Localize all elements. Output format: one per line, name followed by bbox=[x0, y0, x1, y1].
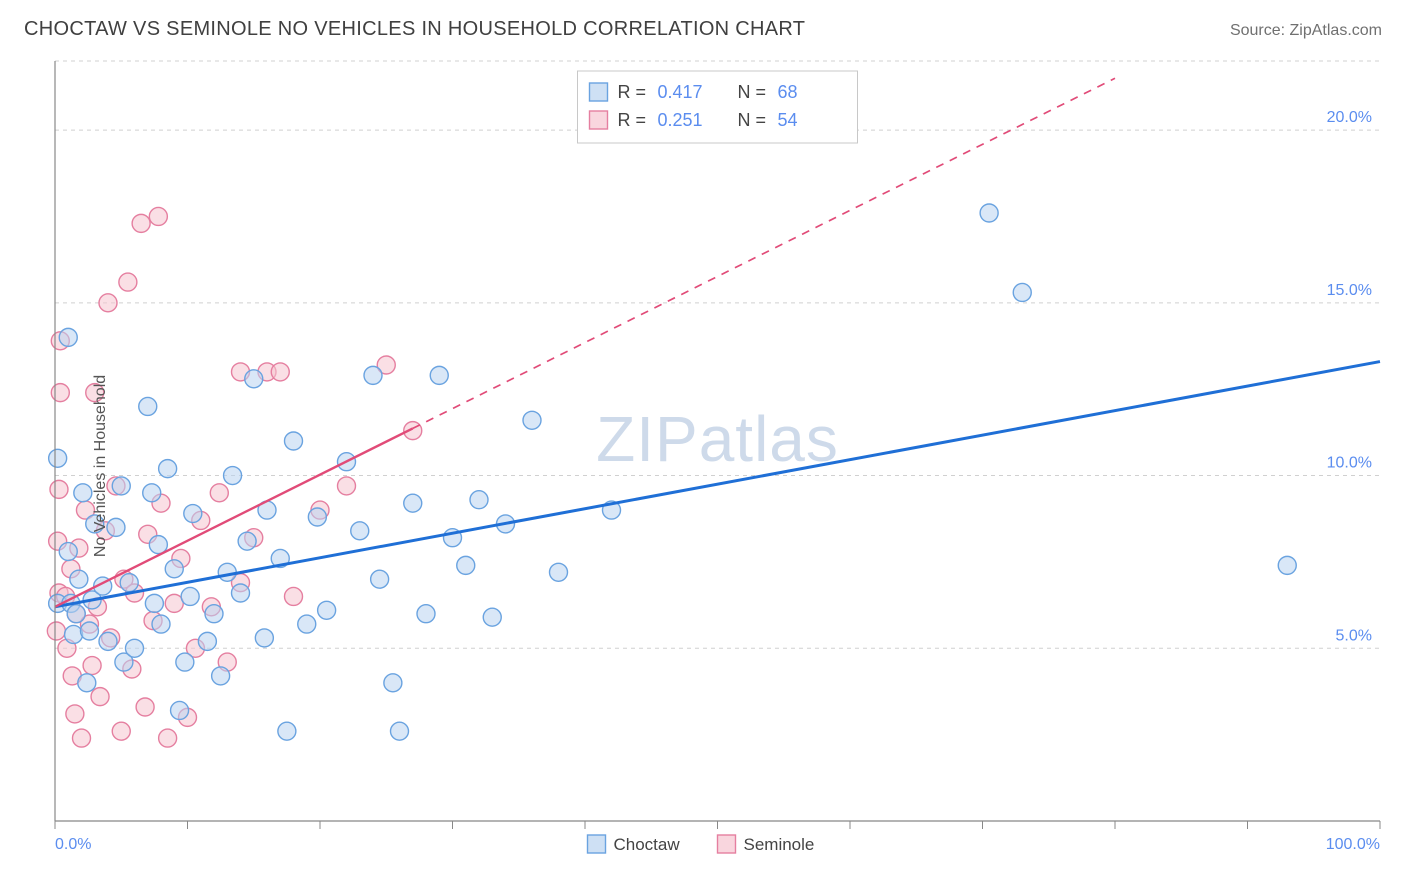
data-point bbox=[51, 384, 69, 402]
data-point bbox=[417, 605, 435, 623]
data-point bbox=[384, 674, 402, 692]
data-point bbox=[112, 477, 130, 495]
data-point bbox=[523, 411, 541, 429]
data-point bbox=[1013, 283, 1031, 301]
data-point bbox=[78, 674, 96, 692]
legend-n-value: 68 bbox=[778, 82, 798, 102]
data-point bbox=[298, 615, 316, 633]
bottom-legend-swatch bbox=[588, 835, 606, 853]
data-point bbox=[91, 688, 109, 706]
data-point bbox=[364, 366, 382, 384]
chart-title: CHOCTAW VS SEMINOLE NO VEHICLES IN HOUSE… bbox=[24, 18, 805, 41]
data-point bbox=[136, 698, 154, 716]
data-point bbox=[245, 370, 263, 388]
data-point bbox=[980, 204, 998, 222]
data-point bbox=[285, 432, 303, 450]
legend-n-value: 54 bbox=[778, 110, 798, 130]
data-point bbox=[404, 494, 422, 512]
data-point bbox=[67, 605, 85, 623]
data-point bbox=[165, 560, 183, 578]
data-point bbox=[338, 477, 356, 495]
y-tick-label: 15.0% bbox=[1327, 282, 1372, 299]
data-point bbox=[550, 563, 568, 581]
data-point bbox=[238, 532, 256, 550]
data-point bbox=[143, 484, 161, 502]
data-point bbox=[1278, 556, 1296, 574]
data-point bbox=[66, 705, 84, 723]
data-point bbox=[74, 484, 92, 502]
data-point bbox=[80, 622, 98, 640]
legend-n-label: N = bbox=[738, 82, 767, 102]
x-tick-label: 0.0% bbox=[55, 836, 91, 853]
chart-source: Source: ZipAtlas.com bbox=[1230, 22, 1382, 40]
data-point bbox=[159, 729, 177, 747]
data-point bbox=[83, 657, 101, 675]
legend-r-label: R = bbox=[618, 110, 647, 130]
legend-r-label: R = bbox=[618, 82, 647, 102]
data-point bbox=[212, 667, 230, 685]
data-point bbox=[47, 622, 65, 640]
data-point bbox=[112, 722, 130, 740]
data-point bbox=[145, 594, 163, 612]
data-point bbox=[210, 484, 228, 502]
data-point bbox=[255, 629, 273, 647]
data-point bbox=[70, 570, 88, 588]
data-point bbox=[59, 328, 77, 346]
data-point bbox=[149, 207, 167, 225]
data-point bbox=[371, 570, 389, 588]
legend-swatch bbox=[590, 111, 608, 129]
data-point bbox=[483, 608, 501, 626]
data-point bbox=[171, 701, 189, 719]
data-point bbox=[198, 632, 216, 650]
data-point bbox=[224, 467, 242, 485]
data-point bbox=[65, 625, 83, 643]
data-point bbox=[139, 397, 157, 415]
data-point bbox=[205, 605, 223, 623]
data-point bbox=[49, 449, 67, 467]
data-point bbox=[278, 722, 296, 740]
bottom-legend-swatch bbox=[718, 835, 736, 853]
y-tick-label: 5.0% bbox=[1336, 627, 1372, 644]
data-point bbox=[120, 574, 138, 592]
data-point bbox=[391, 722, 409, 740]
data-point bbox=[271, 363, 289, 381]
chart-container: No Vehicles in Household 5.0% 10.0% 15.0% 2… bbox=[0, 51, 1406, 881]
data-point bbox=[126, 639, 144, 657]
data-point bbox=[59, 543, 77, 561]
y-axis-label: No Vehicles in Household bbox=[92, 375, 110, 557]
data-point bbox=[73, 729, 91, 747]
data-point bbox=[351, 522, 369, 540]
y-tick-label: 10.0% bbox=[1327, 455, 1372, 472]
data-point bbox=[318, 601, 336, 619]
trend-line bbox=[55, 362, 1380, 607]
data-point bbox=[181, 587, 199, 605]
data-point bbox=[50, 480, 68, 498]
legend-n-label: N = bbox=[738, 110, 767, 130]
data-point bbox=[99, 294, 117, 312]
data-point bbox=[159, 460, 177, 478]
data-point bbox=[152, 615, 170, 633]
data-point bbox=[470, 491, 488, 509]
data-point bbox=[184, 505, 202, 523]
data-point bbox=[430, 366, 448, 384]
data-point bbox=[457, 556, 475, 574]
scatter-chart: 5.0% 10.0% 15.0% 20.0% ZIPatlas 0.0% 100.0% R =… bbox=[0, 51, 1406, 881]
data-point bbox=[308, 508, 326, 526]
data-point bbox=[132, 214, 150, 232]
watermark: ZIPatlas bbox=[596, 403, 839, 475]
data-point bbox=[232, 584, 250, 602]
data-point bbox=[285, 587, 303, 605]
legend-r-value: 0.417 bbox=[658, 82, 703, 102]
bottom-legend-label: Choctaw bbox=[614, 835, 681, 854]
x-tick-label: 100.0% bbox=[1326, 836, 1380, 853]
y-tick-label: 20.0% bbox=[1327, 109, 1372, 126]
data-point bbox=[119, 273, 137, 291]
legend-swatch bbox=[590, 83, 608, 101]
data-point bbox=[176, 653, 194, 671]
bottom-legend-label: Seminole bbox=[744, 835, 815, 854]
legend-r-value: 0.251 bbox=[658, 110, 703, 130]
data-point bbox=[99, 632, 117, 650]
